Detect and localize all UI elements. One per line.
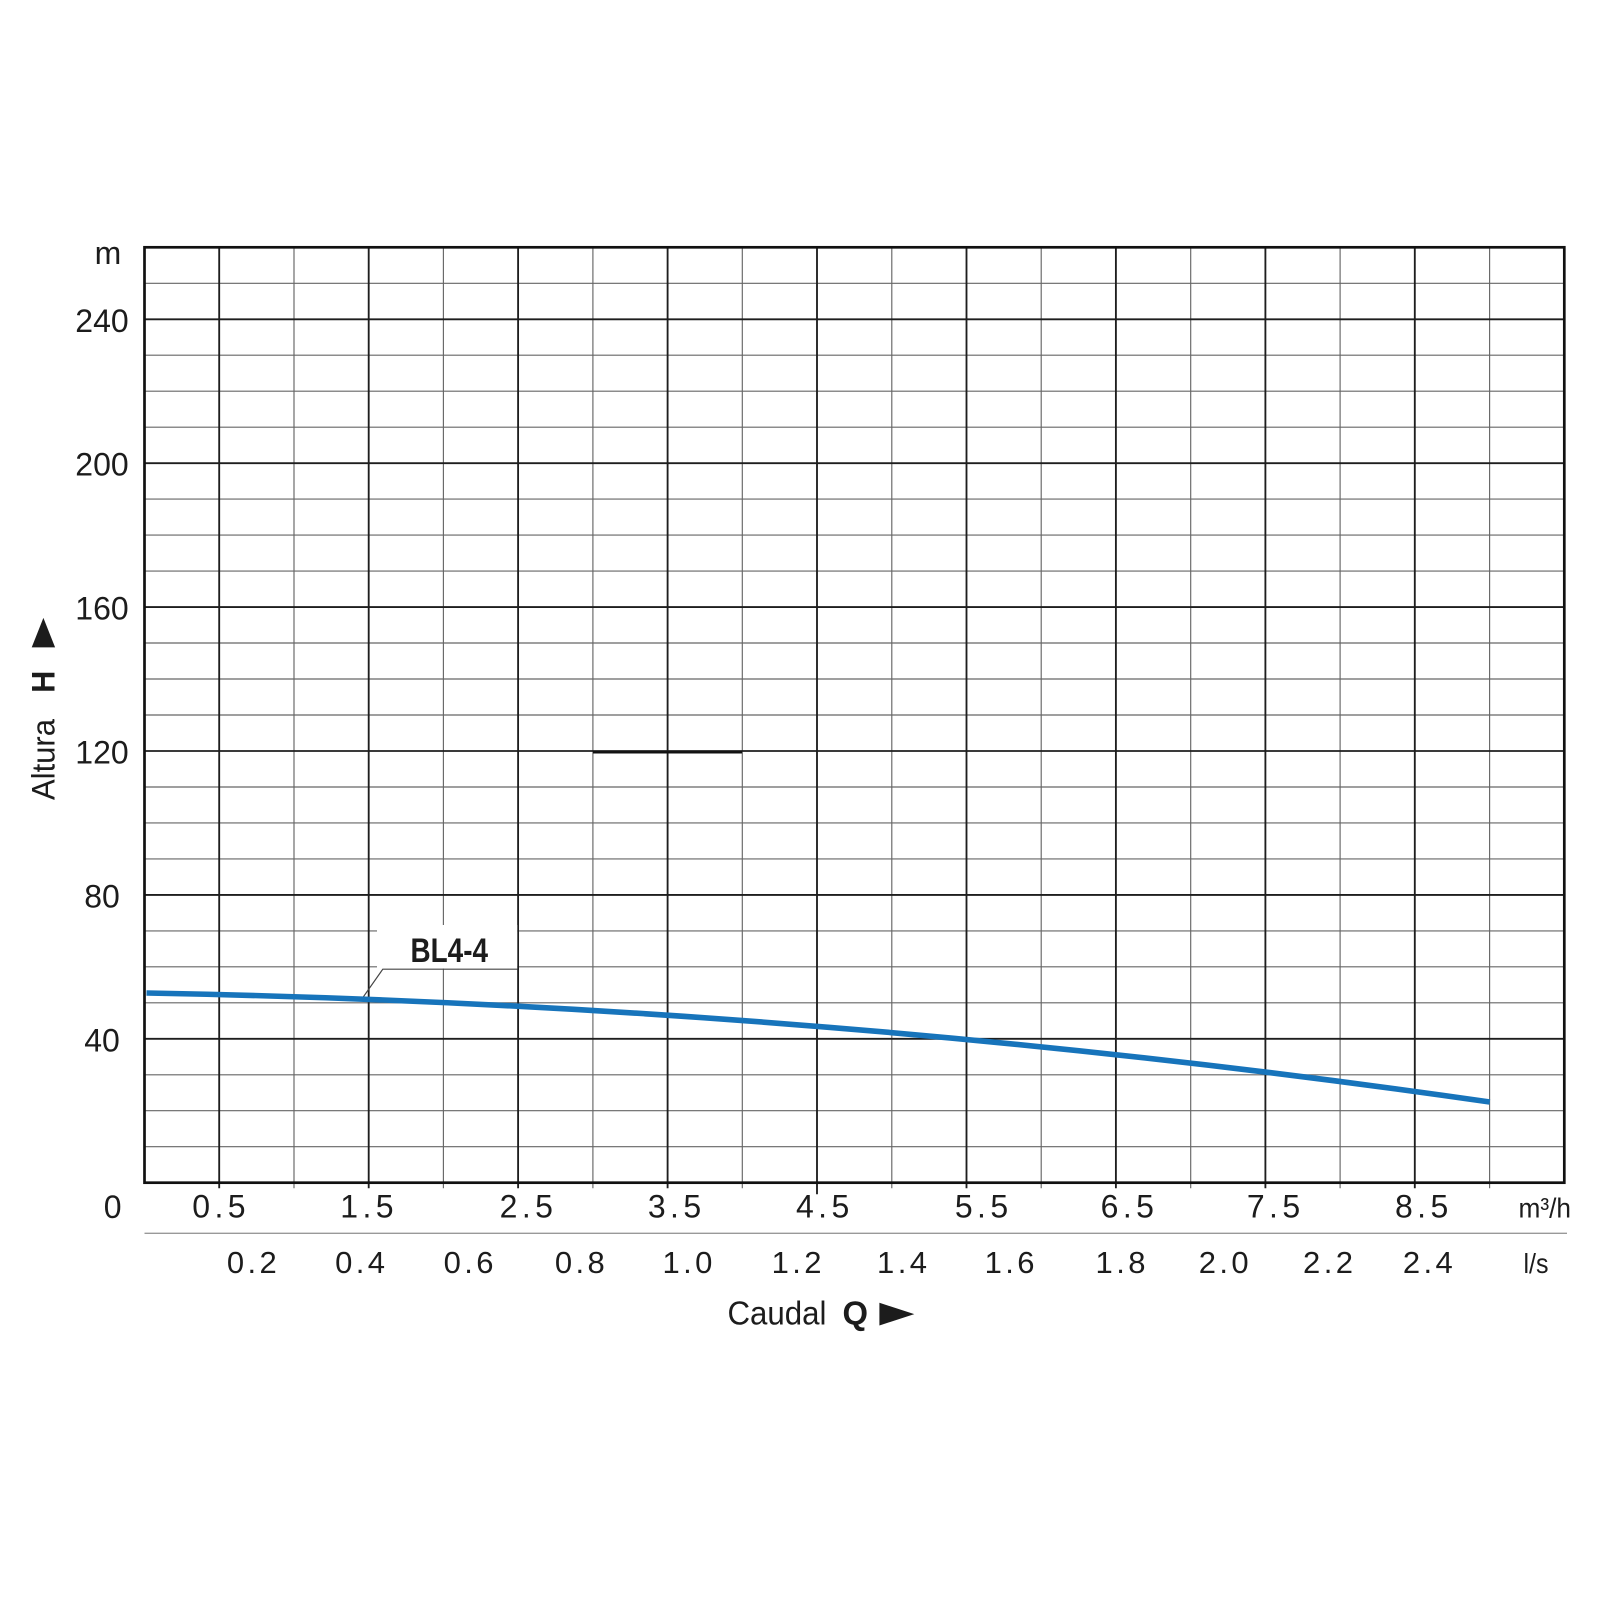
svg-text:40: 40 bbox=[84, 1022, 120, 1058]
svg-text:1.4: 1.4 bbox=[877, 1245, 930, 1280]
svg-text:Caudal: Caudal bbox=[728, 1295, 827, 1332]
svg-text:BL4-4: BL4-4 bbox=[411, 932, 489, 970]
svg-text:1.8: 1.8 bbox=[1096, 1245, 1149, 1280]
svg-text:3.5: 3.5 bbox=[648, 1189, 706, 1225]
svg-text:2.0: 2.0 bbox=[1199, 1245, 1252, 1280]
svg-text:0.5: 0.5 bbox=[192, 1189, 250, 1225]
svg-text:240: 240 bbox=[75, 303, 128, 339]
svg-text:l/s: l/s bbox=[1524, 1248, 1549, 1279]
svg-text:0.6: 0.6 bbox=[444, 1245, 497, 1280]
svg-text:0: 0 bbox=[104, 1189, 122, 1225]
svg-text:Altura: Altura bbox=[26, 719, 62, 800]
svg-text:1.5: 1.5 bbox=[340, 1189, 398, 1225]
svg-text:1.0: 1.0 bbox=[662, 1245, 715, 1280]
svg-text:6.5: 6.5 bbox=[1101, 1189, 1159, 1225]
svg-text:0.2: 0.2 bbox=[227, 1245, 280, 1280]
svg-text:5.5: 5.5 bbox=[955, 1189, 1013, 1225]
svg-text:0.4: 0.4 bbox=[335, 1245, 388, 1280]
svg-text:m³/h: m³/h bbox=[1519, 1193, 1572, 1224]
svg-text:0.8: 0.8 bbox=[555, 1245, 608, 1280]
svg-text:Q: Q bbox=[843, 1295, 869, 1332]
svg-text:2.2: 2.2 bbox=[1303, 1245, 1356, 1280]
svg-text:7.5: 7.5 bbox=[1247, 1189, 1305, 1225]
svg-text:120: 120 bbox=[75, 735, 128, 771]
svg-text:160: 160 bbox=[75, 591, 128, 627]
svg-text:1.2: 1.2 bbox=[772, 1245, 825, 1280]
svg-text:1.6: 1.6 bbox=[985, 1245, 1038, 1280]
svg-text:m: m bbox=[95, 235, 122, 271]
svg-text:80: 80 bbox=[84, 878, 120, 914]
svg-text:200: 200 bbox=[75, 447, 128, 483]
svg-text:2.4: 2.4 bbox=[1403, 1245, 1456, 1280]
svg-text:4.5: 4.5 bbox=[796, 1189, 854, 1225]
svg-text:H: H bbox=[26, 671, 62, 693]
svg-text:2.5: 2.5 bbox=[500, 1189, 558, 1225]
svg-text:8.5: 8.5 bbox=[1395, 1189, 1453, 1225]
